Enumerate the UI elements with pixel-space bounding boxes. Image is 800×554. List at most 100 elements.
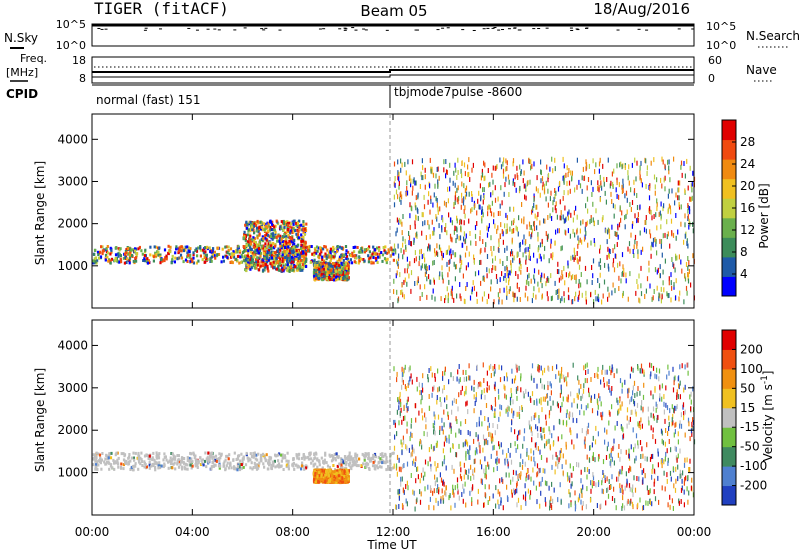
echo-cell xyxy=(610,180,612,186)
echo-cell xyxy=(461,181,463,187)
echo-cell xyxy=(334,277,337,281)
echo-cell xyxy=(454,276,456,282)
noise-speck xyxy=(233,29,237,31)
echo-cell xyxy=(347,276,350,280)
echo-cell xyxy=(276,249,279,253)
echo-cell xyxy=(483,194,485,200)
echo-cell xyxy=(400,247,402,253)
echo-cell xyxy=(678,201,680,207)
echo-cell xyxy=(445,169,448,175)
echo-cell xyxy=(155,456,159,460)
echo-cell xyxy=(256,219,259,223)
echo-cell xyxy=(559,298,562,304)
echo-cell xyxy=(406,190,409,196)
echo-cell xyxy=(439,206,441,212)
echo-cell xyxy=(608,266,610,272)
echo-cell xyxy=(249,220,252,224)
echo-cell xyxy=(621,189,623,194)
echo-cell xyxy=(396,227,398,233)
echo-cell xyxy=(238,454,241,458)
echo-cell xyxy=(353,250,356,254)
echo-cell xyxy=(656,250,658,256)
echo-cell xyxy=(148,466,151,470)
echo-cell xyxy=(129,250,132,254)
echo-cell xyxy=(450,248,452,254)
echo-cell xyxy=(320,250,323,254)
echo-cell xyxy=(688,218,690,224)
echo-cell xyxy=(527,246,529,252)
echo-cell xyxy=(348,451,351,455)
echo-cell xyxy=(332,480,335,484)
echo-cell xyxy=(579,228,581,234)
echo-cell xyxy=(599,197,601,203)
echo-cell xyxy=(209,250,212,254)
echo-cell xyxy=(666,219,668,225)
echo-cell xyxy=(675,278,677,284)
echo-cell xyxy=(243,230,246,234)
echo-cell xyxy=(158,452,161,456)
echo-cell xyxy=(668,203,670,209)
echo-cell xyxy=(563,218,565,224)
echo-cell xyxy=(645,158,647,164)
echo-cell xyxy=(451,237,453,243)
echo-cell xyxy=(615,187,617,193)
echo-cell xyxy=(340,277,343,281)
echo-cell xyxy=(280,459,283,463)
echo-cell xyxy=(454,195,456,201)
echo-cell xyxy=(405,244,407,250)
echo-cell xyxy=(250,239,253,243)
echo-cell xyxy=(275,256,278,260)
echo-cell xyxy=(553,196,555,202)
echo-cell xyxy=(265,253,268,257)
echo-cell xyxy=(675,235,677,241)
echo-cell xyxy=(513,297,515,303)
echo-cell xyxy=(530,225,532,230)
echo-cell xyxy=(585,230,587,236)
echo-cell xyxy=(154,468,157,472)
echo-cell xyxy=(294,252,297,256)
echo-cell xyxy=(631,200,634,205)
echo-cell xyxy=(645,228,647,234)
echo-cell xyxy=(115,256,118,260)
echo-cell xyxy=(687,278,690,284)
echo-cell xyxy=(305,252,308,256)
echo-cell xyxy=(245,266,248,270)
cpid-segment-0: normal (fast) 151 xyxy=(96,93,200,107)
echo-cell xyxy=(246,222,249,226)
echo-cell xyxy=(681,172,683,178)
echo-cell xyxy=(155,455,158,458)
echo-cell xyxy=(268,244,271,248)
echo-cell xyxy=(352,246,355,249)
echo-cell xyxy=(636,241,638,246)
echo-cell xyxy=(605,199,607,205)
echo-cell xyxy=(494,255,496,261)
echo-cell xyxy=(570,212,572,218)
echo-cell xyxy=(582,219,584,225)
radar-title: TIGER (fitACF) xyxy=(94,0,229,18)
echo-cell xyxy=(389,455,392,459)
echo-cell xyxy=(630,232,632,238)
echo-cell xyxy=(305,257,308,261)
echo-cell xyxy=(545,281,547,287)
echo-cell xyxy=(529,244,531,250)
echo-cell xyxy=(301,263,304,267)
echo-cell xyxy=(122,452,125,456)
echo-cell xyxy=(522,239,524,245)
echo-cell xyxy=(252,264,255,267)
echo-cell xyxy=(505,229,507,235)
echo-cell xyxy=(392,248,395,252)
echo-cell xyxy=(298,236,301,240)
echo-cell xyxy=(317,266,320,270)
echo-cell xyxy=(349,258,352,262)
echo-cell xyxy=(93,257,96,261)
echo-cell xyxy=(554,194,556,199)
echo-cell xyxy=(449,233,452,239)
echo-cell xyxy=(246,456,249,460)
echo-cell xyxy=(316,457,319,461)
echo-cell xyxy=(210,451,213,455)
echo-cell xyxy=(149,457,152,461)
echo-cell xyxy=(381,461,384,465)
echo-cell xyxy=(255,453,258,457)
echo-cell xyxy=(259,251,262,255)
echo-cell xyxy=(639,174,641,180)
